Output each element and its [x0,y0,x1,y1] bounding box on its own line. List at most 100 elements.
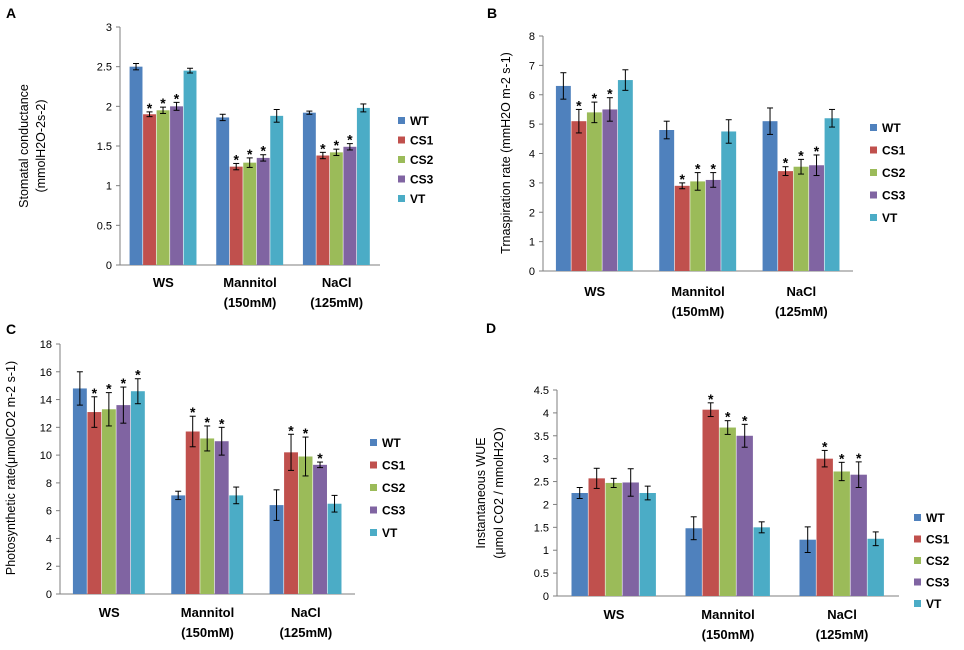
bar-wt [269,505,284,594]
y-tick-label: 6 [529,90,535,102]
significance-star: * [695,161,701,177]
y-tick-label: 1.5 [97,141,112,153]
legend-label: CS2 [882,166,906,180]
y-tick-label: 2 [106,101,112,113]
bar-vt [327,503,342,594]
y-tick-label: 1.5 [534,522,549,534]
bar-wt [762,121,778,271]
y-tick-label: 4 [46,533,52,545]
panel-letter: C [6,321,16,337]
y-axis-label: Photosynthetic rate(μmolCO2 m-2 s-1) [4,361,18,575]
significance-star: * [174,90,180,106]
significance-star: * [347,132,353,148]
x-category-label: (150mM) [702,627,755,642]
chart-panel-b: B 0 1 2 3 4 5 6 7 8 Trnaspiration rate (mmH2O m-2 … [487,5,906,319]
x-category-label: (150mM) [672,304,725,319]
x-category-label: Mannitol [671,284,724,299]
x-category-label: NaCl [322,275,352,290]
legend-label: WT [382,436,401,450]
bar-vt [229,495,244,594]
y-tick-label: 4 [529,149,535,161]
bar-cs1 [87,412,102,594]
legend-label: WT [410,114,429,128]
legend-swatch-wt [398,117,405,124]
x-category-label: WS [584,284,605,299]
y-axis-label: Stomatal conductance [17,84,31,208]
significance-star: * [121,375,127,391]
chart-panel-d: D 0 0.5 1 1.5 2 2.5 3 3.5 4 4.5 Instantaneous WUE (μ… [474,320,950,642]
bar-vt [270,115,284,265]
y-tick-label: 12 [40,422,52,434]
bar-wt [555,85,571,271]
y-axis-label: (μmol CO2 / mmolH2O) [492,427,506,559]
x-category-label: WS [99,605,120,620]
legend-swatch-cs1 [914,535,921,543]
bar-cs3 [809,165,824,271]
significance-star: * [334,137,340,153]
y-tick-label: 3.5 [534,431,549,443]
y-tick-label: 1 [529,237,535,249]
bar-vt [721,131,737,271]
significance-star: * [708,391,714,407]
y-tick-label: 2 [543,499,549,511]
x-category-label: (125mM) [816,627,869,642]
significance-star: * [710,161,716,177]
chart-panel-c: C 0 2 4 6 8 10 12 14 16 18 Photosynthetic rate(μmol… [4,321,406,640]
significance-star: * [106,381,112,397]
y-tick-label: 2 [46,561,52,573]
bar-cs2 [156,110,170,265]
legend-label: VT [382,526,398,540]
legend-label: CS3 [882,189,906,203]
y-axis-label: (mmolH2O-2s-2) [34,99,48,192]
bar-cs1 [674,185,690,271]
legend-swatch-cs1 [370,461,377,469]
significance-star: * [260,143,266,159]
significance-star: * [233,151,239,167]
legend-swatch-cs2 [870,169,877,176]
y-axis-label: Trnaspiration rate (mmH2O m-2 s-1) [499,52,513,254]
y-tick-label: 8 [529,31,535,43]
y-tick-label: 3 [529,178,535,190]
bar-cs2 [690,181,706,271]
bar-cs3 [313,464,327,594]
bar-vt [356,107,370,265]
y-tick-label: 5 [529,119,535,131]
significance-star: * [798,147,804,163]
significance-star: * [592,90,598,106]
bar-cs2 [200,438,215,594]
bar-cs1 [229,166,243,265]
legend-swatch-wt [370,439,377,446]
bar-vt [617,80,633,271]
y-tick-label: 1 [106,181,112,193]
x-category-label: NaCl [291,605,321,620]
significance-star: * [204,414,210,430]
panel-letter: D [486,320,496,336]
bar-cs1 [816,458,833,596]
legend-label: CS3 [410,173,434,187]
y-tick-label: 2.5 [97,62,112,74]
legend-label: CS1 [382,459,406,473]
significance-star: * [607,86,613,102]
bar-cs3 [116,405,131,594]
bar-wt [571,493,588,596]
legend-swatch-cs3 [914,578,921,586]
x-category-label: (150mM) [224,295,277,310]
legend-swatch-vt [398,195,405,202]
legend-swatch-vt [914,600,921,607]
x-category-label: WS [153,275,174,290]
bar-cs1 [588,478,605,596]
bar-cs2 [298,456,313,594]
y-axis-label: Instantaneous WUE [474,437,488,548]
bar-wt [72,388,87,594]
bar-cs3 [705,179,721,271]
significance-star: * [725,409,731,425]
x-category-label: (125mM) [310,295,363,310]
y-tick-label: 0 [543,591,549,603]
legend-swatch-cs3 [398,175,405,183]
legend-swatch-cs3 [370,506,377,514]
bar-wt [302,112,316,266]
bar-vt [183,70,197,265]
bar-cs1 [702,409,719,596]
bar-wt [659,130,675,271]
y-tick-label: 10 [40,450,52,462]
